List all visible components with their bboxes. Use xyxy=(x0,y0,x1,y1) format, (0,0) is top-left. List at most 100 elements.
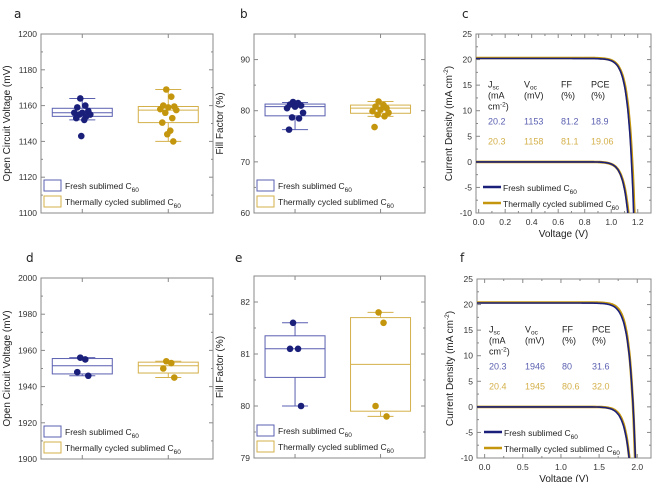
panel-b: b 60 70 80 90 Fill Factor (%) Fresh sublimed C… xyxy=(215,7,426,218)
panel-label: f xyxy=(460,251,465,265)
y-tick-label: 1940 xyxy=(18,382,37,392)
data-point xyxy=(172,106,180,114)
table-header-superscript: -2 xyxy=(500,102,506,109)
table-header-unit: (%) xyxy=(591,91,605,101)
legend-label-fresh: Fresh sublimed C60 xyxy=(503,183,577,196)
data-point xyxy=(375,98,382,105)
plot-frame xyxy=(253,275,426,459)
data-point xyxy=(167,359,175,367)
legend-subscript: 60 xyxy=(570,189,578,196)
legend-subscript: 60 xyxy=(345,187,353,194)
y-tick-label: -10 xyxy=(460,208,473,218)
legend-swatch-fresh xyxy=(43,425,62,438)
data-point xyxy=(73,104,81,111)
data-point xyxy=(381,113,388,120)
table-cell: 20.3 xyxy=(488,137,506,147)
y-tick-label: -5 xyxy=(465,427,473,437)
jv-curve-dark xyxy=(477,406,630,458)
jv-curve-light xyxy=(477,302,637,458)
legend-subscript: 60 xyxy=(387,203,395,210)
y-axis-superscript: -2 xyxy=(443,69,450,75)
x-tick-label: 0.6 xyxy=(552,217,564,227)
table-cell: 19.06 xyxy=(591,137,614,147)
y-tick-label: 5 xyxy=(467,131,472,141)
legend-subscript: 60 xyxy=(174,203,182,210)
legend-swatch-fresh xyxy=(256,424,275,437)
table-header-unit: (mV) xyxy=(525,336,545,346)
data-point xyxy=(70,109,78,117)
panel-label: b xyxy=(240,7,248,21)
data-point xyxy=(295,115,303,122)
x-tick-label: 1.0 xyxy=(555,462,567,472)
x-tick-label: 0.0 xyxy=(473,217,485,227)
data-point xyxy=(297,402,305,410)
data-point xyxy=(156,105,164,113)
data-point xyxy=(163,130,171,138)
legend-label-cycled: Thermally cycled sublimed C60 xyxy=(278,442,394,455)
table-header-ff: FF xyxy=(561,80,572,90)
table-cell: 20.3 xyxy=(489,362,507,372)
y-tick-label: -10 xyxy=(461,453,474,463)
y-tick-label: 80 xyxy=(241,401,251,411)
y-tick-label: 1900 xyxy=(18,454,37,464)
legend-subscript: 60 xyxy=(132,187,140,194)
y-tick-label: 79 xyxy=(241,453,251,463)
panel-label: e xyxy=(235,251,242,265)
table-cell: 1158 xyxy=(524,137,543,147)
table-header-unit: (%) xyxy=(592,336,606,346)
legend-swatch-cycled xyxy=(256,440,275,453)
y-axis-paren: ) xyxy=(445,311,456,314)
data-point xyxy=(72,114,80,122)
y-tick-label: 1920 xyxy=(18,418,37,428)
y-tick-label: 20 xyxy=(464,300,474,310)
y-tick-label: 1120 xyxy=(19,172,38,182)
table-header-unit: cm-2) xyxy=(489,347,510,357)
legend-subscript: 60 xyxy=(132,433,140,440)
data-point xyxy=(170,374,178,381)
data-point xyxy=(162,357,170,365)
table-header-jsc: Jsc xyxy=(488,80,500,92)
y-tick-label: 10 xyxy=(464,351,474,361)
table-cell: 20.2 xyxy=(488,117,506,127)
data-point xyxy=(168,114,176,122)
data-point xyxy=(383,413,390,420)
x-tick-label: 1.0 xyxy=(605,217,617,227)
legend-subscript: 60 xyxy=(387,448,395,455)
data-point xyxy=(289,319,297,327)
y-tick-label: 15 xyxy=(463,80,473,90)
data-point xyxy=(288,114,296,121)
data-point xyxy=(167,93,175,100)
data-point xyxy=(291,103,299,110)
y-tick-label: -5 xyxy=(464,182,472,192)
data-point xyxy=(84,372,92,380)
x-tick-label: 2.0 xyxy=(631,462,643,472)
data-point xyxy=(299,109,307,117)
y-axis-title: Open Circuit Voltage (mV) xyxy=(2,65,13,181)
legend-swatch-fresh xyxy=(43,179,62,192)
table-header-superscript: -2 xyxy=(501,347,507,354)
table-header-subscript: sc xyxy=(493,85,500,92)
data-point xyxy=(375,309,382,316)
legend-subscript: 60 xyxy=(345,432,353,439)
table-cell: 80.6 xyxy=(562,382,580,392)
jv-curve-light xyxy=(476,57,635,213)
legend-subscript: 60 xyxy=(613,450,621,457)
legend-swatch-cycled xyxy=(43,195,62,208)
panel-d: d 1900 1920 1940 1960 1980 2000 Open Circuit Vo… xyxy=(2,251,214,464)
y-tick-label: 25 xyxy=(463,29,473,39)
legend-label-fresh: Fresh sublimed C60 xyxy=(278,426,352,439)
y-axis-paren: ) xyxy=(444,66,455,69)
table-header-unit: (mV) xyxy=(524,91,544,101)
y-tick-label: 81 xyxy=(241,349,251,359)
data-point xyxy=(297,102,305,109)
jv-curve-dark xyxy=(476,161,629,213)
data-point xyxy=(77,132,85,140)
table-header-unit: (%) xyxy=(562,336,576,346)
table-cell: 20.4 xyxy=(489,382,507,392)
table-cell: 1945 xyxy=(525,382,545,392)
y-tick-label: 25 xyxy=(464,274,474,284)
x-axis-title: Voltage (V) xyxy=(539,474,588,482)
data-point xyxy=(164,104,172,111)
data-point xyxy=(161,109,169,117)
